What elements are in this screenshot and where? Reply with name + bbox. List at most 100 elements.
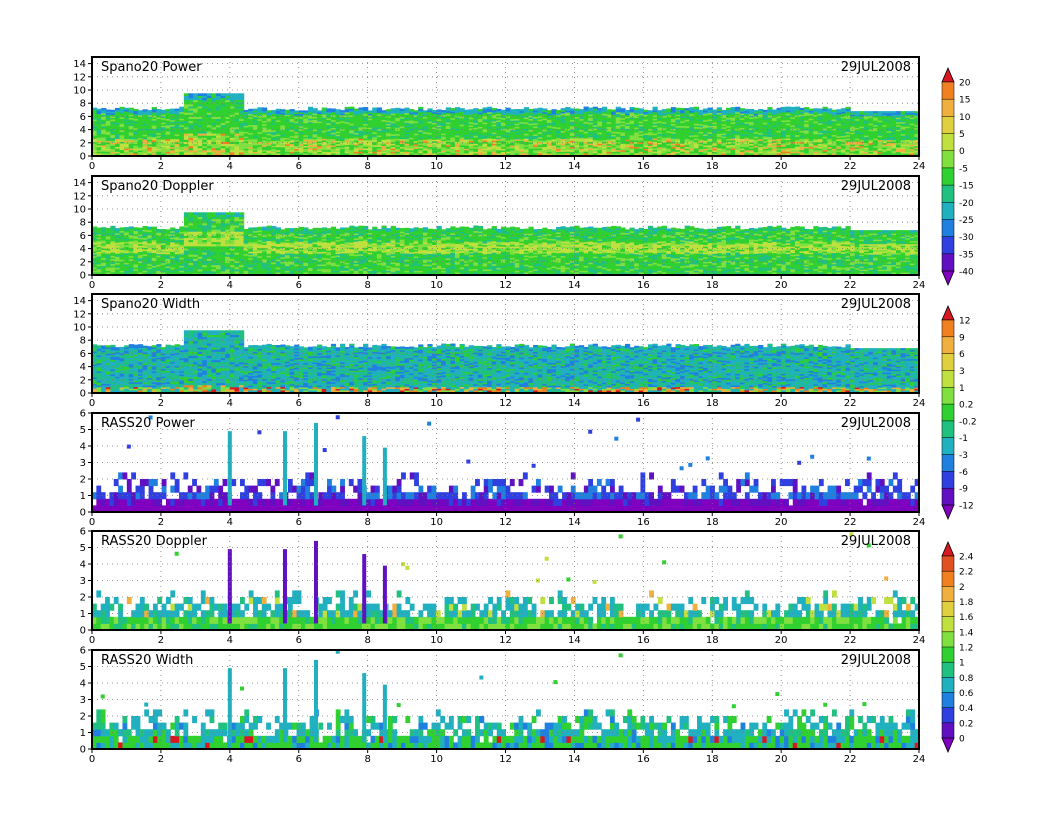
data-cell	[275, 110, 281, 113]
data-cell	[634, 139, 640, 143]
data-cell	[137, 139, 144, 142]
data-cell	[794, 114, 801, 118]
data-cell	[707, 120, 713, 123]
data-cell	[611, 131, 617, 134]
data-cell	[335, 131, 341, 134]
data-cell	[473, 132, 479, 135]
data-cell	[556, 142, 562, 145]
data-cell	[454, 142, 461, 146]
data-cell	[390, 108, 396, 111]
data-cell	[510, 138, 516, 142]
data-cell	[647, 122, 654, 125]
data-cell	[790, 123, 796, 126]
data-cell	[156, 113, 162, 116]
data-cell	[597, 136, 603, 140]
data-cell	[96, 137, 102, 140]
data-cell	[551, 121, 557, 124]
data-cell	[482, 151, 488, 154]
data-cell	[799, 112, 805, 115]
data-cell	[459, 124, 465, 127]
data-cell	[698, 151, 704, 154]
data-cell	[340, 145, 346, 148]
data-cell	[124, 120, 130, 123]
data-cell	[335, 152, 341, 156]
data-cell	[836, 134, 842, 137]
data-cell	[854, 144, 860, 147]
data-cell	[707, 112, 713, 115]
data-cell	[698, 109, 704, 112]
data-cell	[514, 119, 520, 123]
data-cell	[615, 147, 621, 151]
data-cell	[142, 146, 148, 149]
data-cell	[376, 138, 383, 141]
data-cell	[239, 107, 245, 111]
data-cell	[477, 126, 484, 129]
data-cell	[344, 129, 350, 133]
data-cell	[459, 151, 465, 154]
data-cell	[496, 129, 502, 132]
data-cell	[661, 145, 667, 148]
data-cell	[620, 125, 626, 128]
data-cell	[105, 118, 111, 121]
data-cell	[330, 136, 337, 140]
data-cell	[353, 114, 360, 118]
data-cell	[739, 132, 746, 135]
data-cell	[431, 140, 438, 143]
data-cell	[762, 139, 768, 142]
data-cell	[202, 124, 208, 128]
data-cell	[657, 116, 663, 119]
data-cell	[643, 111, 649, 114]
data-cell	[114, 115, 121, 119]
data-cell	[670, 111, 677, 115]
data-cell	[781, 141, 787, 144]
data-cell	[321, 147, 327, 151]
data-cell	[110, 132, 116, 135]
data-cell	[689, 152, 695, 155]
data-cell	[128, 115, 134, 118]
data-cell	[243, 126, 249, 129]
data-cell	[326, 109, 332, 113]
data-cell	[666, 116, 672, 119]
data-cell	[133, 140, 139, 143]
data-cell	[804, 113, 810, 116]
data-cell	[335, 120, 341, 123]
data-cell	[606, 126, 612, 129]
data-cell	[179, 136, 185, 139]
data-cell	[326, 119, 332, 122]
data-cell	[482, 146, 488, 149]
data-cell	[353, 127, 360, 130]
data-cell	[151, 108, 157, 111]
data-cell	[629, 133, 635, 136]
data-cell	[836, 126, 842, 129]
data-cell	[762, 149, 768, 152]
data-cell	[395, 117, 401, 120]
data-cell	[367, 121, 373, 124]
data-cell	[312, 112, 318, 116]
data-cell	[441, 148, 447, 151]
data-cell	[624, 140, 631, 143]
data-cell	[473, 133, 479, 136]
data-cell	[804, 118, 810, 121]
data-cell	[101, 143, 107, 146]
data-cell	[418, 142, 424, 146]
data-cell	[326, 144, 332, 148]
data-cell	[680, 112, 686, 115]
data-cell	[289, 123, 295, 126]
data-cell	[771, 152, 778, 156]
data-cell	[151, 120, 157, 123]
data-cell	[303, 130, 309, 133]
data-cell	[519, 135, 525, 138]
data-cell	[758, 149, 764, 152]
data-cell	[670, 123, 677, 126]
data-cell	[477, 134, 484, 137]
data-cell	[514, 135, 520, 138]
data-cell	[707, 122, 713, 125]
data-cell	[583, 129, 589, 132]
data-cell	[808, 111, 814, 114]
data-cell	[239, 141, 245, 145]
data-cell	[845, 151, 851, 154]
data-cell	[280, 112, 286, 115]
data-cell	[340, 113, 346, 116]
data-cell	[321, 107, 327, 110]
data-cell	[335, 135, 341, 138]
